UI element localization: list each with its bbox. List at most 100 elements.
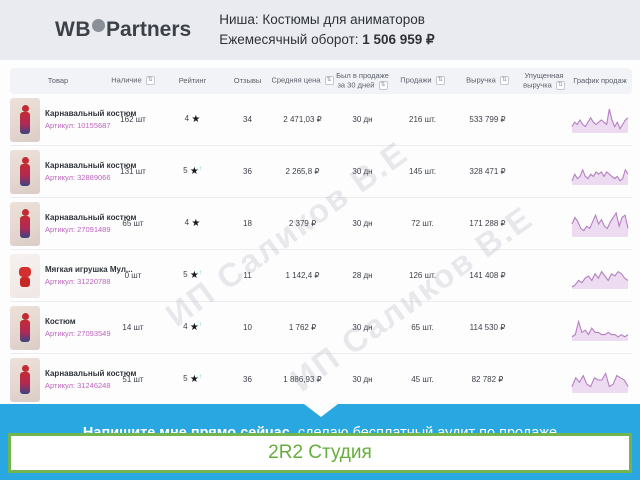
revenue-cell: 171 288 ₽ — [469, 219, 506, 228]
reviews-cell: 11 — [243, 271, 252, 280]
sales-cell: 45 шт. — [411, 375, 434, 384]
product-sku[interactable]: Артикул: 27091489 — [45, 224, 111, 234]
rating-trend-icon: ↑ — [198, 322, 202, 328]
col-header-sales-chart: График продаж — [573, 75, 627, 85]
stock-cell: 65 шт — [122, 219, 144, 228]
reviews-cell: 18 — [243, 219, 252, 228]
sales-sparkline — [568, 262, 632, 290]
table-row[interactable]: Карнавальный костюм Артикул: 10155687 16… — [10, 94, 632, 146]
stock-cell: 131 шт — [120, 167, 146, 176]
stock-cell: 51 шт — [122, 375, 144, 384]
toy-figure-icon — [19, 261, 31, 291]
sales-sparkline — [568, 210, 632, 238]
costume-figure-icon — [19, 208, 31, 239]
col-header-lost-revenue[interactable]: Упущенная выручка ⇅ — [523, 71, 565, 90]
product-sku[interactable]: Артикул: 32889066 — [45, 172, 111, 182]
app-header: WB Partners Ниша: Костюмы для аниматоров… — [0, 0, 640, 60]
reviews-cell: 34 — [243, 115, 252, 124]
product-sku[interactable]: Артикул: 31220788 — [45, 276, 111, 286]
product-image[interactable] — [10, 357, 40, 402]
turnover-line: Ежемесячный оборот: 1 506 959 ₽ — [219, 30, 434, 50]
stock-cell: 0 шт — [124, 271, 142, 280]
costume-figure-icon — [19, 364, 31, 395]
table-row[interactable]: Карнавальный костюм Артикул: 32889066 13… — [10, 146, 632, 198]
costume-figure-icon — [19, 312, 31, 343]
days-cell: 30 дн — [352, 167, 373, 176]
product-name[interactable]: Карнавальный костюм — [45, 212, 137, 222]
reviews-cell: 10 — [243, 323, 252, 332]
stock-cell: 14 шт — [122, 323, 144, 332]
turnover-label: Ежемесячный оборот: — [219, 32, 363, 47]
product-sku[interactable]: Артикул: 31246248 — [45, 380, 111, 390]
product-cell[interactable]: Карнавальный костюм Артикул: 10155687 — [10, 97, 136, 142]
logo-partners-text: Partners — [106, 18, 192, 41]
revenue-cell: 114 530 ₽ — [469, 323, 506, 332]
avg-price-cell: 2 379 ₽ — [288, 219, 317, 228]
product-image[interactable] — [10, 149, 40, 194]
promo-studio-name: 2R2 Студия — [268, 442, 372, 463]
rating-cell: 4 ★↑ — [183, 322, 202, 333]
logo-dot-icon — [92, 19, 105, 32]
product-image[interactable] — [10, 97, 40, 142]
col-header-avg-price[interactable]: Средняя цена ⇅ — [271, 75, 334, 86]
rating-cell: 5 ★↑ — [183, 166, 202, 177]
rating-cell: 5 ★↑ — [183, 374, 202, 385]
table-header-row: Товар Наличие ⇅ Рейтинг Отзывы Средняя ц… — [10, 68, 632, 94]
table-row[interactable]: Карнавальный костюм Артикул: 27091489 65… — [10, 198, 632, 250]
col-header-days-on-sale[interactable]: Был в продаже за 30 дней ⇅ — [336, 71, 389, 90]
product-name[interactable]: Костюм — [45, 316, 76, 326]
col-header-reviews[interactable]: Отзывы — [233, 75, 262, 85]
rating-cell: 4 ★ — [184, 114, 201, 125]
product-name[interactable]: Карнавальный костюм — [45, 368, 137, 378]
stock-cell: 162 шт — [120, 115, 146, 124]
col-header-rating[interactable]: Рейтинг — [178, 75, 207, 85]
sort-icon[interactable]: ⇅ — [145, 76, 155, 86]
rating-trend-icon: ↑ — [198, 374, 202, 380]
product-cell[interactable]: Мягкая игрушка Мул... Артикул: 31220788 — [10, 253, 133, 298]
sort-icon[interactable]: ⇅ — [499, 76, 509, 86]
product-image[interactable] — [10, 253, 40, 298]
rating-trend-icon: ↑ — [198, 270, 202, 276]
rating-trend-icon: ↑ — [198, 166, 202, 172]
product-name[interactable]: Карнавальный костюм — [45, 108, 137, 118]
product-image[interactable] — [10, 201, 40, 246]
revenue-cell: 533 799 ₽ — [469, 115, 506, 124]
table-row[interactable]: Мягкая игрушка Мул... Артикул: 31220788 … — [10, 250, 632, 302]
promo-overlay-box[interactable]: 2R2 Студия — [8, 433, 632, 473]
products-table: Товар Наличие ⇅ Рейтинг Отзывы Средняя ц… — [0, 60, 640, 406]
logo-wb-text: WB — [55, 18, 91, 41]
table-row[interactable]: Костюм Артикул: 27093549 14 шт 4 ★↑ 10 1… — [10, 302, 632, 354]
turnover-value: 1 506 959 ₽ — [362, 32, 435, 47]
days-cell: 28 дн — [352, 271, 373, 280]
product-name[interactable]: Карнавальный костюм — [45, 160, 137, 170]
product-name[interactable]: Мягкая игрушка Мул... — [45, 264, 133, 274]
revenue-cell: 328 471 ₽ — [469, 167, 506, 176]
revenue-cell: 82 782 ₽ — [471, 375, 504, 384]
product-cell[interactable]: Карнавальный костюм Артикул: 31246248 — [10, 357, 136, 402]
col-header-product[interactable]: Товар — [47, 75, 69, 85]
sales-cell: 216 шт. — [409, 115, 436, 124]
product-cell[interactable]: Карнавальный костюм Артикул: 27091489 — [10, 201, 136, 246]
product-sku[interactable]: Артикул: 10155687 — [45, 120, 111, 130]
sort-icon[interactable]: ⇅ — [435, 76, 445, 86]
sales-sparkline — [568, 106, 632, 134]
sort-icon[interactable]: ⇅ — [324, 76, 334, 86]
sort-icon[interactable]: ⇅ — [378, 80, 388, 90]
banner-arrow-notch-icon — [304, 404, 338, 417]
star-icon: ★ — [189, 270, 199, 281]
star-icon: ★ — [191, 114, 201, 125]
product-cell[interactable]: Карнавальный костюм Артикул: 32889066 — [10, 149, 136, 194]
product-image[interactable] — [10, 305, 40, 350]
costume-figure-icon — [19, 156, 31, 187]
sales-cell: 72 шт. — [411, 219, 434, 228]
product-sku[interactable]: Артикул: 27093549 — [45, 328, 111, 338]
wb-partners-logo: WB Partners — [55, 18, 191, 42]
days-cell: 30 дн — [352, 323, 373, 332]
col-header-sales[interactable]: Продажи ⇅ — [400, 75, 445, 86]
sort-icon[interactable]: ⇅ — [555, 80, 565, 90]
table-row[interactable]: Карнавальный костюм Артикул: 31246248 51… — [10, 354, 632, 406]
col-header-revenue[interactable]: Выручка ⇅ — [466, 75, 509, 86]
product-cell[interactable]: Костюм Артикул: 27093549 — [10, 305, 111, 350]
col-header-stock[interactable]: Наличие ⇅ — [111, 75, 155, 86]
star-icon: ★ — [189, 322, 199, 333]
